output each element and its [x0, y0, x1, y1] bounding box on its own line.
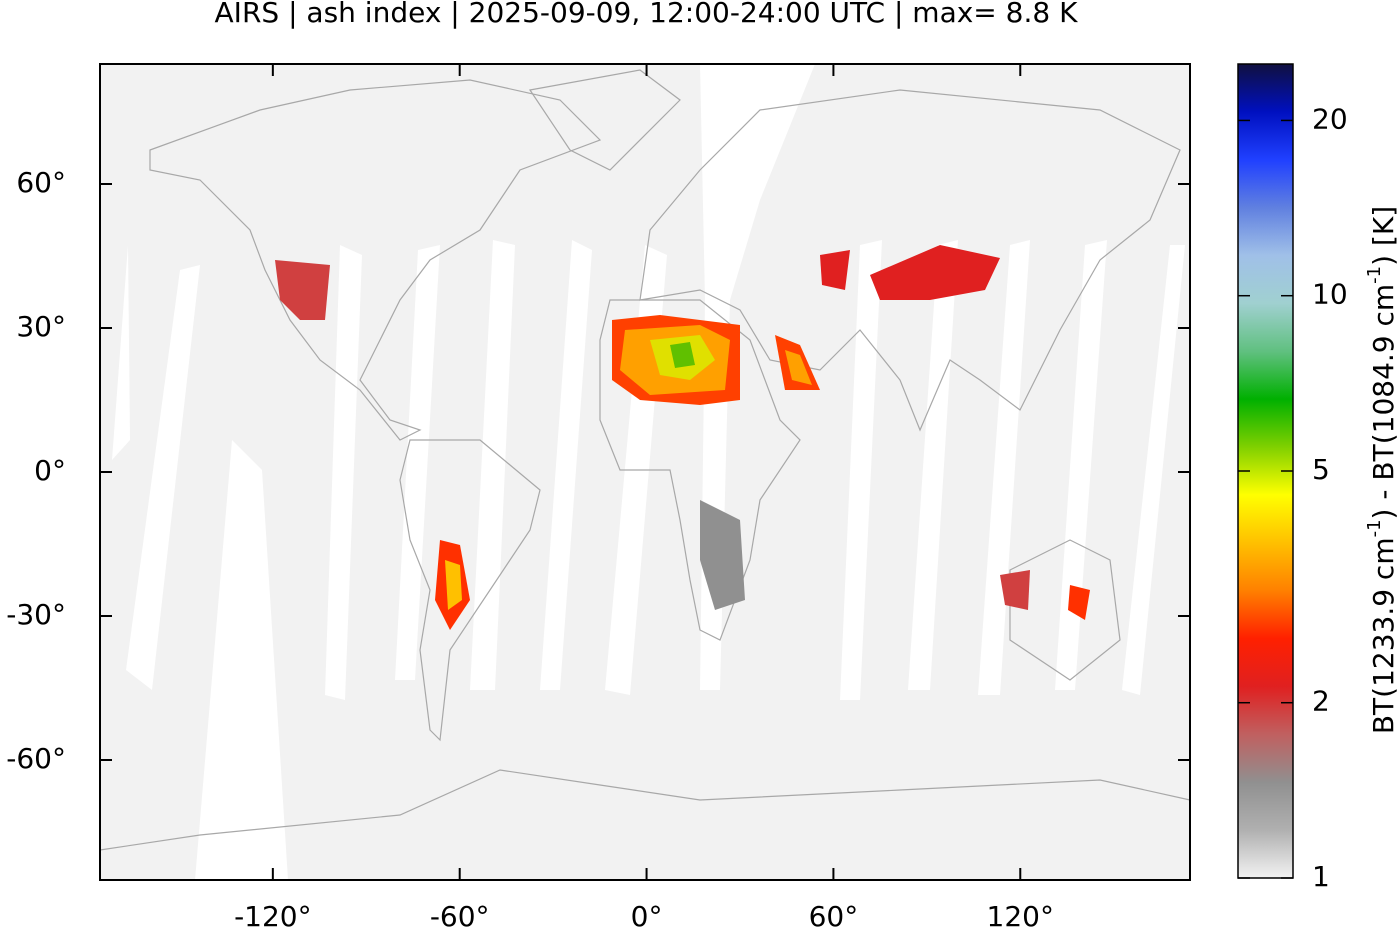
y-tick-label: 0°: [34, 454, 66, 487]
colorbar-tick-label: 2: [1312, 685, 1330, 718]
y-tick-label: -30°: [6, 598, 66, 631]
x-tick-label: 120°: [987, 900, 1054, 930]
colorbar-label-sup: -1: [1364, 266, 1385, 284]
colorbar-tick-label: 20: [1312, 102, 1348, 135]
x-tick-label: 0°: [631, 900, 663, 930]
y-tick-label: 60°: [16, 166, 66, 199]
chart-title: AIRS | ash index | 2025-09-09, 12:00-24:…: [215, 0, 1079, 29]
colorbar-label-part: BT(1233.9 cm: [1367, 537, 1400, 734]
colorbar-label-part: ) [K]: [1367, 206, 1400, 266]
colorbar-tick-label: 10: [1312, 278, 1348, 311]
y-tick-label: -60°: [6, 742, 66, 775]
colorbar-label-part: ) - BT(1084.9 cm: [1367, 284, 1400, 520]
x-tick-label: -120°: [234, 900, 312, 930]
colorbar-label: BT(1233.9 cm-1) - BT(1084.9 cm-1) [K]: [1364, 206, 1400, 734]
colorbar-label-sup: -1: [1364, 519, 1385, 537]
colorbar-tick-label: 1: [1312, 860, 1330, 893]
y-tick-label: 30°: [16, 310, 66, 343]
x-tick-label: 60°: [809, 900, 859, 930]
colorbar-tick-label: 5: [1312, 453, 1330, 486]
x-tick-label: -60°: [430, 900, 490, 930]
